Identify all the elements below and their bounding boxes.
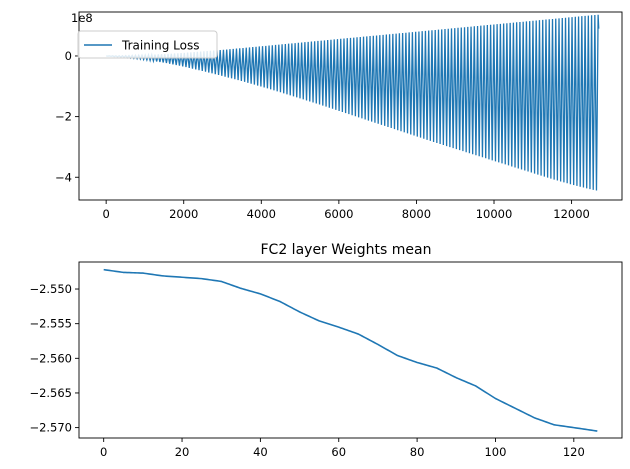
y-tick-label: −2.555 [29,317,72,331]
fc2-weights-axes-frame [78,261,623,439]
fc2-weights-x-ticks: 0 20 40 60 80 100 120 [100,438,585,459]
training-loss-line [106,14,600,191]
x-tick-label: 80 [410,445,425,459]
x-tick-label: 100 [484,445,506,459]
fc2-weights-plot-area [103,268,598,432]
x-tick-label: 10000 [476,207,513,221]
x-tick-label: 0 [100,445,107,459]
fc2-weights-mean-line [103,268,598,432]
x-tick-label: 0 [102,207,109,221]
fc2-weights-y-ticks: −2.550 −2.555 −2.560 −2.565 −2.570 [29,282,79,435]
x-tick-label: 8000 [402,207,431,221]
x-tick-label: 20 [175,445,190,459]
y-tick-label: 0 [65,49,72,63]
x-tick-label: 6000 [324,207,353,221]
training-loss-panel: 1e8 0 2000 4000 6000 8000 10000 12000 −4 −2 0 Tr… [55,11,623,221]
x-tick-label: 60 [331,445,346,459]
legend-entry-training-loss: Training Loss [121,39,199,53]
training-loss-y-ticks: −4 −2 0 [55,49,79,184]
fc2-weights-panel: FC2 layer Weights mean 0 20 40 60 80 100 120 −… [29,242,623,459]
y-tick-label: −2.570 [29,421,72,435]
y-tick-label: −2 [55,110,72,124]
x-tick-label: 12000 [553,207,590,221]
legend: Training Loss [77,30,218,59]
training-loss-x-ticks: 0 2000 4000 6000 8000 10000 12000 [102,200,590,221]
x-tick-label: 40 [253,445,268,459]
x-tick-label: 4000 [247,207,276,221]
y-tick-label: −2.565 [29,386,72,400]
training-loss-axes-frame [78,11,623,201]
y-tick-label: −4 [55,170,72,184]
fc2-weights-title: FC2 layer Weights mean [261,242,432,258]
legend-box [77,30,218,59]
y-tick-label: −2.560 [29,351,72,365]
y-tick-label: −2.550 [29,282,72,296]
x-tick-label: 2000 [169,207,198,221]
y-offset-label: 1e8 [71,11,93,25]
x-tick-label: 120 [563,445,585,459]
training-loss-plot-area [106,14,600,191]
